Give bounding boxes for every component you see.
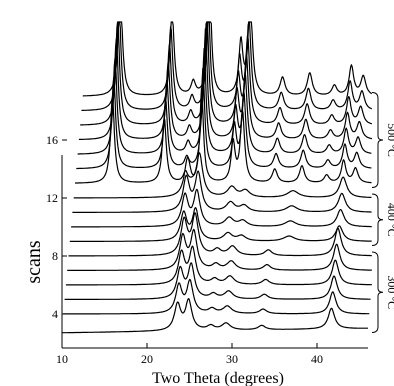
scan-line-3 xyxy=(62,298,368,334)
x-tick-label: 40 xyxy=(311,352,323,366)
group-label: 400 °C xyxy=(385,203,394,237)
group-label: 300 °C xyxy=(385,275,394,309)
group-braces: 500 °C 400 °C 300 °C xyxy=(371,92,394,333)
group-brace xyxy=(371,193,384,246)
scan-line-9 xyxy=(69,207,372,242)
group-brace xyxy=(371,92,384,188)
y-tick-label: 8 xyxy=(52,249,58,263)
y-ticks: 4 8 12 16 xyxy=(46,133,67,321)
y-tick-label: 4 xyxy=(52,307,58,321)
group-label: 500 °C xyxy=(385,123,394,157)
group-brace xyxy=(371,251,384,333)
scan-line-15 xyxy=(77,47,372,155)
scan-line-4 xyxy=(63,278,370,315)
x-tick-label: 10 xyxy=(56,352,68,366)
scan-line-19 xyxy=(82,21,373,97)
x-axis-label: Two Theta (degrees) xyxy=(152,370,284,386)
scan-line-12 xyxy=(73,152,372,199)
scan-line-11 xyxy=(72,170,372,213)
scan-line-5 xyxy=(64,262,371,300)
scan-line-18 xyxy=(81,21,373,111)
y-tick-label: 12 xyxy=(46,191,58,205)
y-axis-label: scans xyxy=(23,240,45,284)
scan-line-13 xyxy=(75,87,372,184)
scan-line-7 xyxy=(67,228,372,271)
scan-line-17 xyxy=(80,21,372,126)
scan-line-6 xyxy=(65,245,372,286)
x-tick-label: 20 xyxy=(141,352,153,366)
y-tick-label: 16 xyxy=(46,133,58,147)
axes xyxy=(61,155,368,349)
scan-line-8 xyxy=(68,212,372,257)
scan-line-14 xyxy=(76,67,372,170)
scan-line-10 xyxy=(71,188,372,228)
x-ticks: 10 20 30 40 xyxy=(56,343,323,366)
scan-traces xyxy=(62,21,373,334)
scan-line-16 xyxy=(78,28,373,141)
x-tick-label: 30 xyxy=(226,352,238,366)
